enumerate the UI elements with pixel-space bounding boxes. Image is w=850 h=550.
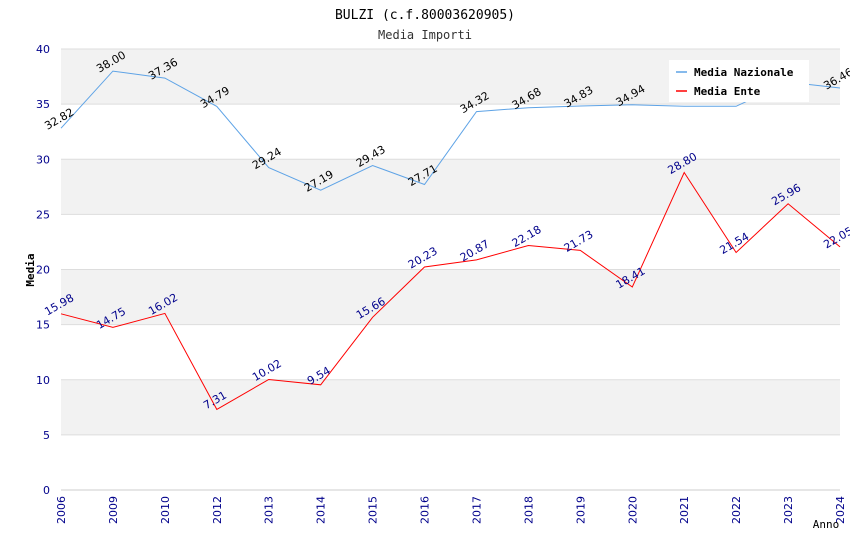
x-axis-label: Anno [813,518,840,531]
x-tick-label: 2018 [522,496,535,524]
x-tick-label: 2017 [470,496,483,524]
x-tick-label: 2023 [782,496,795,524]
x-tick-label: 2013 [263,496,276,524]
y-axis-ticks: 0 5 10 15 20 25 30 35 40 [36,43,50,497]
grid-bands [61,49,840,435]
data-label: 21.54 [717,230,751,257]
legend-box [669,60,809,102]
grid-band [61,159,840,215]
series-line-nazionale [60,70,841,191]
x-tick-label: 2015 [367,496,380,524]
y-axis-label: Media [24,253,37,286]
y-tick-label: 15 [36,319,50,332]
x-tick-label: 2012 [211,496,224,524]
y-tick-label: 25 [36,208,50,221]
legend-label-ente: Media Ente [694,85,761,98]
y-tick-label: 20 [36,264,50,277]
legend: Media Nazionale Media Ente [669,60,809,102]
x-tick-label: 2014 [315,496,328,524]
chart-title: BULZI (c.f.80003620905) [335,8,515,23]
x-tick-label: 2020 [626,496,639,524]
y-tick-label: 40 [36,43,50,56]
series-line-ente [60,171,841,411]
y-tick-label: 10 [36,374,50,387]
x-tick-label: 2016 [419,496,432,524]
series-lines [60,70,841,411]
data-label: 20.23 [406,244,440,271]
x-tick-label: 2006 [55,496,68,524]
x-tick-label: 2024 [834,496,847,524]
data-label: 22.05 [821,224,850,251]
grid-band [61,269,840,325]
x-tick-label: 2009 [107,496,120,524]
y-tick-label: 30 [36,153,50,166]
grid-band [61,379,840,435]
x-axis-ticks: 2006 2009 2010 2012 2013 2014 2015 2016 2017 2018… [55,496,847,524]
data-label: 21.73 [562,228,596,255]
x-tick-label: 2022 [730,496,743,524]
x-tick-label: 2021 [678,496,691,524]
y-tick-label: 5 [43,429,50,442]
legend-label-nazionale: Media Nazionale [694,66,794,79]
x-tick-label: 2010 [159,496,172,524]
y-tick-label: 0 [43,484,50,497]
y-tick-label: 35 [36,98,50,111]
chart-subtitle: Media Importi [378,28,472,42]
x-tick-label: 2019 [574,496,587,524]
